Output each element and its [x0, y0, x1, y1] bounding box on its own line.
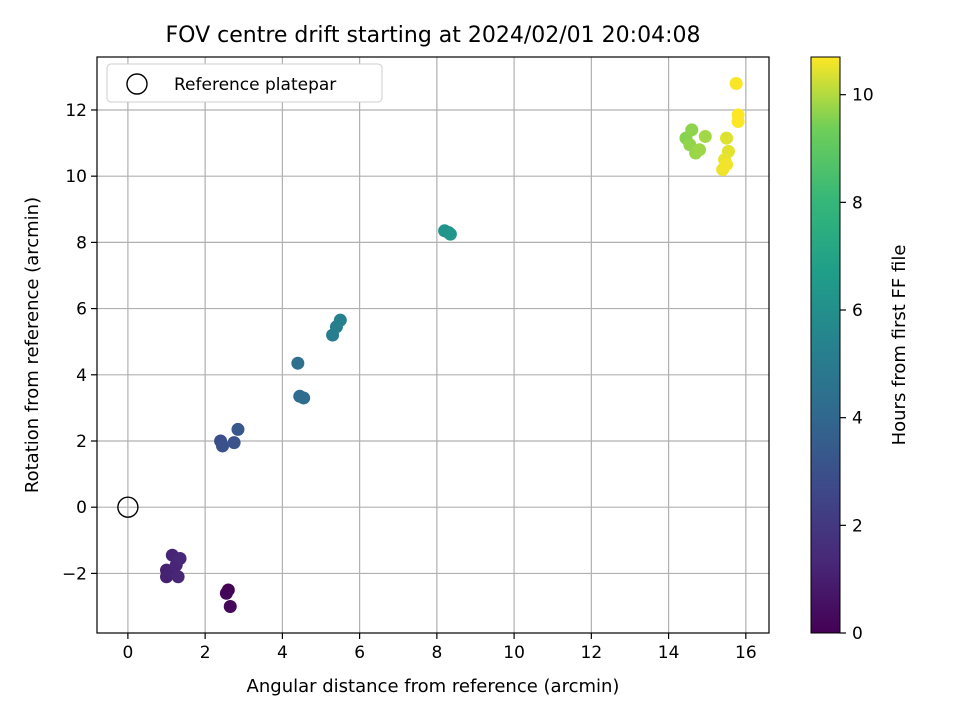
colorbar-tick-label: 6 [852, 301, 863, 321]
plot-frame [96, 56, 770, 634]
chart-title: FOV centre drift starting at 2024/02/01 … [166, 23, 701, 48]
data-point [729, 76, 743, 90]
data-point [698, 129, 712, 143]
data-point [720, 131, 734, 145]
y-tick-label: 12 [65, 101, 87, 121]
legend: Reference platepar [106, 63, 383, 103]
x-tick-label: 6 [354, 643, 365, 663]
y-tick-label: 2 [76, 432, 87, 452]
reference-platepar-marker [117, 496, 139, 518]
data-point [297, 391, 311, 405]
data-point [223, 600, 237, 614]
y-axis-label: Rotation from reference (arcmin) [22, 197, 43, 493]
x-tick-label: 10 [503, 643, 525, 663]
data-point [692, 143, 706, 157]
y-tick-label: 6 [76, 300, 87, 320]
data-point [731, 115, 745, 129]
legend-label-reference: Reference platepar [174, 75, 336, 95]
data-point [219, 586, 233, 600]
data-point [173, 552, 187, 566]
colorbar-tick-label: 0 [852, 624, 863, 644]
x-tick-label: 0 [122, 643, 133, 663]
data-point [216, 439, 230, 453]
data-point [685, 123, 699, 137]
data-point [231, 422, 245, 436]
colorbar [810, 56, 841, 634]
y-tick-label: 0 [76, 498, 87, 518]
data-point [443, 227, 457, 241]
legend-marker-reference [126, 73, 148, 95]
axis-ticks: 0 2 4 6 8 10 12 14 16 −2 0 2 4 6 8 10 12 [62, 101, 757, 663]
y-tick-label: 8 [76, 233, 87, 253]
colorbar-tick-label: 4 [852, 409, 863, 429]
colorbar-label: Hours from first FF file [889, 245, 910, 446]
grid [97, 57, 769, 633]
x-tick-label: 16 [735, 643, 757, 663]
colorbar-tick-label: 2 [852, 516, 863, 536]
x-axis-label: Angular distance from reference (arcmin) [247, 676, 620, 697]
y-tick-label: 4 [76, 366, 87, 386]
colorbar-tick-label: 10 [852, 86, 874, 106]
y-tick-label: 10 [65, 167, 87, 187]
data-point [227, 436, 241, 450]
colorbar-ticks: 0 2 4 6 8 10 [840, 86, 874, 644]
colorbar-tick-label: 8 [852, 193, 863, 213]
data-points [117, 76, 745, 614]
legend-box [106, 63, 383, 103]
x-tick-label: 2 [200, 643, 211, 663]
data-point [171, 570, 185, 584]
y-tick-label: −2 [62, 564, 87, 584]
data-point [291, 356, 305, 370]
x-tick-label: 12 [581, 643, 603, 663]
x-tick-label: 14 [658, 643, 680, 663]
data-point [720, 158, 734, 172]
x-tick-label: 8 [431, 643, 442, 663]
data-point [333, 313, 347, 327]
x-tick-label: 4 [277, 643, 288, 663]
